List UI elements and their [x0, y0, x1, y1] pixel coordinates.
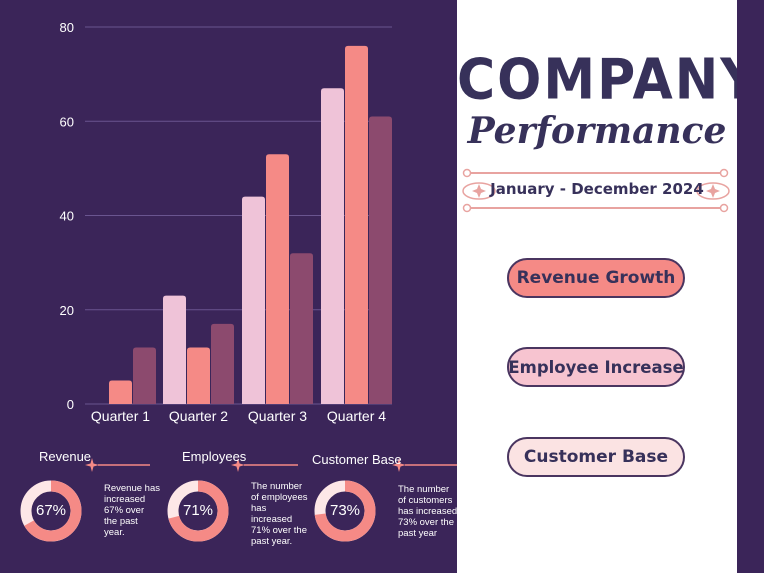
bar: [266, 154, 289, 404]
kpi-title-revenue: Revenue: [39, 449, 92, 464]
bar: [369, 116, 392, 404]
sparkle-icon: [85, 458, 99, 472]
title-panel: COMPANY Performance January - December 2…: [457, 0, 760, 573]
bar: [211, 323, 234, 404]
kpi-title-customer-base: Customer Base: [312, 452, 402, 467]
x-tick-label: Quarter 2: [169, 408, 228, 424]
bar: [242, 196, 265, 404]
right-edge-strip: [737, 0, 764, 573]
x-tick-label: Quarter 4: [327, 408, 386, 424]
bar: [345, 45, 368, 404]
date-banner-frame: [462, 168, 730, 213]
sparkle-icon: [392, 458, 406, 472]
customer-base-button[interactable]: Customer Base: [507, 437, 685, 477]
employee-increase-button[interactable]: Employee Increase: [507, 347, 685, 387]
kpi-section: [20, 458, 457, 542]
bar: [187, 347, 210, 404]
kpi-desc-employees: The number of employees has increased 71% ov…: [251, 481, 308, 547]
kpi-title-employees: Employees: [182, 449, 247, 464]
donut-progress: [168, 480, 229, 542]
donut-progress: [314, 480, 376, 542]
chart-labels: 0 20 40 60 80 Quarter 1 Quarter 2 Quarter 3 Quar…: [60, 20, 387, 424]
kpi-desc-customer-base: The number of customers has increased 73% o…: [398, 484, 458, 539]
chart-bars: [109, 45, 392, 404]
donut-progress: [24, 480, 82, 542]
bar: [321, 88, 344, 404]
bar: [133, 347, 156, 404]
sparkle-icon: [231, 458, 245, 472]
bar: [163, 295, 186, 404]
date-range: January - December 2024: [490, 180, 704, 198]
y-tick-label: 0: [67, 397, 74, 412]
bar: [290, 253, 313, 404]
kpi-desc-revenue: Revenue has increased 67% over the past year…: [104, 483, 160, 538]
y-tick-label: 20: [60, 303, 74, 318]
x-tick-label: Quarter 3: [248, 408, 307, 424]
y-tick-label: 80: [60, 20, 74, 35]
y-tick-label: 60: [60, 114, 74, 129]
y-tick-label: 40: [60, 209, 74, 224]
kpi-value-employees: 71%: [182, 502, 214, 519]
kpi-value-revenue: 67%: [35, 502, 67, 519]
x-tick-label: Quarter 1: [91, 408, 150, 424]
kpi-value-customer-base: 73%: [329, 502, 361, 519]
sparkle-icon: [696, 182, 730, 200]
page-title: COMPANY: [457, 47, 760, 113]
bar: [109, 380, 132, 404]
sparkle-icon: [462, 182, 496, 200]
date-banner: January - December 2024: [457, 168, 737, 214]
revenue-growth-button[interactable]: Revenue Growth: [507, 258, 685, 298]
page-subtitle: Performance: [467, 110, 727, 152]
